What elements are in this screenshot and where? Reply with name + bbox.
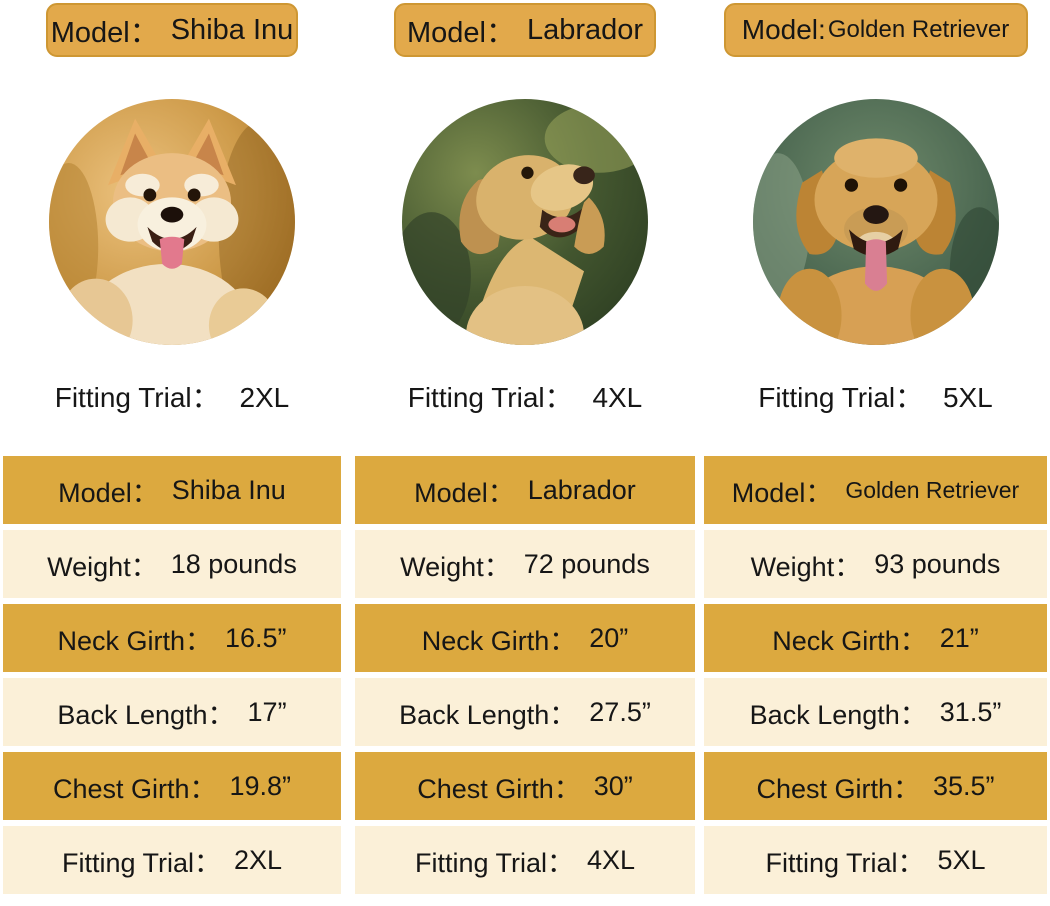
row-value: 16.5”: [224, 622, 287, 653]
table-row: Neck Girth： 21”: [704, 604, 1047, 672]
row-label: Model：: [414, 477, 515, 508]
table-row: Chest Girth： 30”: [355, 752, 695, 820]
row-value: 72 pounds: [523, 548, 650, 579]
row-label: Weight：: [750, 551, 862, 582]
model-badge-value: Golden Retriever: [827, 16, 1010, 43]
row-value: 19.8”: [229, 770, 292, 801]
labrador-photo: [402, 99, 648, 345]
row-label: Model：: [58, 477, 159, 508]
table-row: Weight： 72 pounds: [355, 530, 695, 598]
row-label: Fitting Trial：: [765, 847, 925, 878]
row-value: Golden Retriever: [845, 476, 1020, 503]
fitting-trial-value: 5XL: [942, 382, 993, 413]
table-row: Back Length： 17”: [3, 678, 341, 746]
fitting-trial-value: 2XL: [239, 382, 290, 413]
row-value: 93 pounds: [874, 548, 1001, 579]
table-row: Fitting Trial： 5XL: [704, 826, 1047, 894]
row-value: Labrador: [527, 474, 636, 505]
row-value: 17”: [247, 696, 287, 727]
row-value: 4XL: [587, 844, 636, 875]
row-label: Weight：: [400, 551, 511, 582]
table-row: Chest Girth： 19.8”: [3, 752, 341, 820]
table-row: Model： Shiba Inu: [3, 456, 341, 524]
fitting-trial-label: Fitting Trial：: [54, 382, 220, 413]
size-table: Model： Shiba Inu Weight： 18 pounds Neck …: [3, 456, 341, 894]
table-row: Fitting Trial： 4XL: [355, 826, 695, 894]
column-shiba-inu: Model： Shiba Inu: [3, 0, 341, 906]
column-golden-retriever: Model: Golden Retriever: [704, 0, 1047, 906]
row-value: 31.5”: [939, 696, 1002, 727]
fitting-trial-label: Fitting Trial：: [407, 382, 573, 413]
row-label: Neck Girth：: [57, 625, 212, 656]
row-label: Chest Girth：: [417, 773, 581, 804]
row-label: Neck Girth：: [772, 625, 927, 656]
table-row: Back Length： 31.5”: [704, 678, 1047, 746]
table-row: Neck Girth： 20”: [355, 604, 695, 672]
fitting-trial-caption: Fitting Trial： 4XL: [355, 376, 695, 416]
row-label: Fitting Trial：: [414, 847, 574, 878]
row-value: 35.5”: [933, 770, 995, 801]
model-badge-value: Shiba Inu: [170, 13, 294, 46]
table-row: Neck Girth： 16.5”: [3, 604, 341, 672]
row-value: 2XL: [234, 844, 283, 875]
shiba-inu-photo: [49, 99, 295, 345]
model-badge-label: Model：: [50, 17, 159, 49]
row-label: Fitting Trial：: [61, 847, 221, 878]
row-value: 27.5”: [589, 696, 651, 727]
row-value: Shiba Inu: [171, 474, 286, 505]
table-row: Back Length： 27.5”: [355, 678, 695, 746]
dog-photo: [402, 99, 648, 345]
model-badge-value: Labrador: [526, 13, 644, 46]
model-badge-label: Model:: [741, 14, 826, 45]
size-table: Model： Golden Retriever Weight： 93 pound…: [704, 456, 1047, 894]
row-value: 20”: [589, 622, 629, 653]
row-label: Chest Girth：: [756, 773, 920, 804]
model-badge: Model： Labrador: [394, 3, 656, 57]
model-badge: Model: Golden Retriever: [723, 3, 1028, 57]
fitting-trial-value: 4XL: [592, 382, 643, 413]
dog-photo: [49, 99, 295, 345]
table-row: Chest Girth： 35.5”: [704, 752, 1047, 820]
table-row: Model： Labrador: [355, 456, 695, 524]
row-label: Back Length：: [57, 699, 235, 730]
dog-photo: [752, 99, 999, 345]
fitting-trial-label: Fitting Trial：: [758, 382, 924, 413]
row-label: Neck Girth：: [421, 625, 577, 656]
table-row: Fitting Trial： 2XL: [3, 826, 341, 894]
golden-retriever-photo: [752, 99, 999, 345]
table-row: Weight： 93 pounds: [704, 530, 1047, 598]
table-row: Model： Golden Retriever: [704, 456, 1047, 524]
row-value: 5XL: [937, 844, 986, 875]
row-value: 30”: [593, 770, 633, 801]
row-label: Chest Girth：: [52, 773, 217, 804]
row-label: Model：: [731, 477, 833, 508]
fitting-trial-caption: Fitting Trial： 5XL: [704, 376, 1047, 416]
model-badge: Model： Shiba Inu: [46, 3, 298, 57]
row-label: Back Length：: [749, 699, 927, 730]
fitting-trial-caption: Fitting Trial： 2XL: [3, 376, 341, 416]
row-value: 21”: [939, 622, 979, 653]
row-value: 18 pounds: [170, 548, 297, 579]
model-badge-label: Model：: [406, 17, 515, 49]
row-label: Weight：: [47, 551, 158, 582]
table-row: Weight： 18 pounds: [3, 530, 341, 598]
size-table: Model： Labrador Weight： 72 pounds Neck G…: [355, 456, 695, 894]
row-label: Back Length：: [399, 699, 577, 730]
column-labrador: Model： Labrador: [355, 0, 695, 906]
